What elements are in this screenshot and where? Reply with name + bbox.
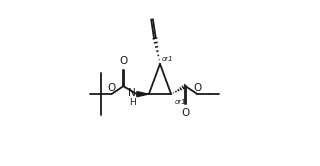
- Text: O: O: [194, 83, 202, 93]
- Text: O: O: [119, 56, 127, 66]
- Text: H: H: [129, 98, 136, 107]
- Text: O: O: [107, 83, 115, 93]
- Text: N: N: [128, 88, 136, 98]
- Polygon shape: [137, 92, 149, 97]
- Text: or1: or1: [174, 99, 186, 105]
- Text: O: O: [181, 108, 190, 118]
- Text: or1: or1: [162, 56, 173, 62]
